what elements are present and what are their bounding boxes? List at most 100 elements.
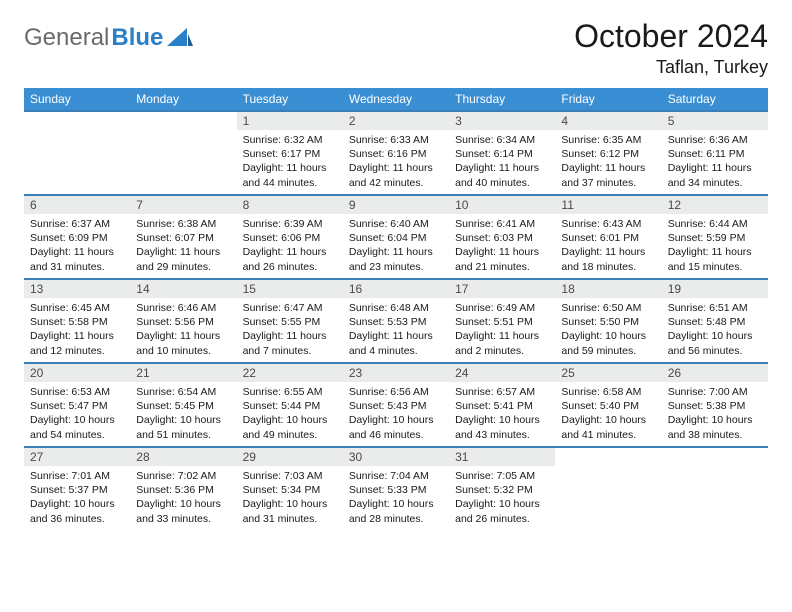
day-details: Sunrise: 6:47 AMSunset: 5:55 PMDaylight:… <box>237 298 343 362</box>
day-number: 6 <box>24 196 130 214</box>
calendar-cell: 24Sunrise: 6:57 AMSunset: 5:41 PMDayligh… <box>449 363 555 447</box>
day-details: Sunrise: 6:41 AMSunset: 6:03 PMDaylight:… <box>449 214 555 278</box>
day-details: Sunrise: 6:45 AMSunset: 5:58 PMDaylight:… <box>24 298 130 362</box>
day-number: 15 <box>237 280 343 298</box>
day-number: 26 <box>662 364 768 382</box>
calendar-cell: 9Sunrise: 6:40 AMSunset: 6:04 PMDaylight… <box>343 195 449 279</box>
day-details: Sunrise: 6:33 AMSunset: 6:16 PMDaylight:… <box>343 130 449 194</box>
calendar-cell: 3Sunrise: 6:34 AMSunset: 6:14 PMDaylight… <box>449 111 555 195</box>
day-details: Sunrise: 7:00 AMSunset: 5:38 PMDaylight:… <box>662 382 768 446</box>
day-number: 11 <box>555 196 661 214</box>
title-block: October 2024 Taflan, Turkey <box>574 18 768 78</box>
day-number: 13 <box>24 280 130 298</box>
day-number: 16 <box>343 280 449 298</box>
calendar-cell: 10Sunrise: 6:41 AMSunset: 6:03 PMDayligh… <box>449 195 555 279</box>
col-wed: Wednesday <box>343 88 449 111</box>
day-details: Sunrise: 6:50 AMSunset: 5:50 PMDaylight:… <box>555 298 661 362</box>
calendar-cell: 13Sunrise: 6:45 AMSunset: 5:58 PMDayligh… <box>24 279 130 363</box>
day-number: 31 <box>449 448 555 466</box>
col-thu: Thursday <box>449 88 555 111</box>
col-sun: Sunday <box>24 88 130 111</box>
calendar-cell: .. <box>24 111 130 195</box>
day-details: Sunrise: 6:38 AMSunset: 6:07 PMDaylight:… <box>130 214 236 278</box>
day-number: 21 <box>130 364 236 382</box>
col-fri: Friday <box>555 88 661 111</box>
day-number: 7 <box>130 196 236 214</box>
day-details: Sunrise: 6:55 AMSunset: 5:44 PMDaylight:… <box>237 382 343 446</box>
logo: GeneralBlue <box>24 18 193 52</box>
day-number: 9 <box>343 196 449 214</box>
calendar-cell: 15Sunrise: 6:47 AMSunset: 5:55 PMDayligh… <box>237 279 343 363</box>
calendar-cell: .. <box>662 447 768 531</box>
day-details: Sunrise: 6:35 AMSunset: 6:12 PMDaylight:… <box>555 130 661 194</box>
day-details: Sunrise: 6:56 AMSunset: 5:43 PMDaylight:… <box>343 382 449 446</box>
day-details: Sunrise: 6:34 AMSunset: 6:14 PMDaylight:… <box>449 130 555 194</box>
day-number: 12 <box>662 196 768 214</box>
logo-text-2: Blue <box>111 24 163 52</box>
calendar-cell: 1Sunrise: 6:32 AMSunset: 6:17 PMDaylight… <box>237 111 343 195</box>
calendar-week-row: 6Sunrise: 6:37 AMSunset: 6:09 PMDaylight… <box>24 195 768 279</box>
day-number: 20 <box>24 364 130 382</box>
day-details: Sunrise: 6:37 AMSunset: 6:09 PMDaylight:… <box>24 214 130 278</box>
day-number: 5 <box>662 112 768 130</box>
calendar-cell: 4Sunrise: 6:35 AMSunset: 6:12 PMDaylight… <box>555 111 661 195</box>
day-details: Sunrise: 6:40 AMSunset: 6:04 PMDaylight:… <box>343 214 449 278</box>
calendar-cell: 31Sunrise: 7:05 AMSunset: 5:32 PMDayligh… <box>449 447 555 531</box>
calendar-cell: 14Sunrise: 6:46 AMSunset: 5:56 PMDayligh… <box>130 279 236 363</box>
day-number: 14 <box>130 280 236 298</box>
header: GeneralBlue October 2024 Taflan, Turkey <box>24 18 768 78</box>
day-details: Sunrise: 6:58 AMSunset: 5:40 PMDaylight:… <box>555 382 661 446</box>
calendar-cell: 7Sunrise: 6:38 AMSunset: 6:07 PMDaylight… <box>130 195 236 279</box>
calendar-cell: 27Sunrise: 7:01 AMSunset: 5:37 PMDayligh… <box>24 447 130 531</box>
day-number: 25 <box>555 364 661 382</box>
logo-sail-icon <box>167 28 193 48</box>
calendar-cell: 19Sunrise: 6:51 AMSunset: 5:48 PMDayligh… <box>662 279 768 363</box>
day-number: 22 <box>237 364 343 382</box>
col-mon: Monday <box>130 88 236 111</box>
calendar-cell: 29Sunrise: 7:03 AMSunset: 5:34 PMDayligh… <box>237 447 343 531</box>
calendar-week-row: ....1Sunrise: 6:32 AMSunset: 6:17 PMDayl… <box>24 111 768 195</box>
day-number: 4 <box>555 112 661 130</box>
calendar-cell: 26Sunrise: 7:00 AMSunset: 5:38 PMDayligh… <box>662 363 768 447</box>
day-number: 27 <box>24 448 130 466</box>
month-title: October 2024 <box>574 18 768 55</box>
calendar-cell: 2Sunrise: 6:33 AMSunset: 6:16 PMDaylight… <box>343 111 449 195</box>
day-details: Sunrise: 7:04 AMSunset: 5:33 PMDaylight:… <box>343 466 449 530</box>
col-tue: Tuesday <box>237 88 343 111</box>
logo-text-1: General <box>24 24 109 52</box>
day-details: Sunrise: 7:05 AMSunset: 5:32 PMDaylight:… <box>449 466 555 530</box>
calendar-cell: .. <box>555 447 661 531</box>
day-details: Sunrise: 6:43 AMSunset: 6:01 PMDaylight:… <box>555 214 661 278</box>
calendar-cell: 17Sunrise: 6:49 AMSunset: 5:51 PMDayligh… <box>449 279 555 363</box>
day-details: Sunrise: 6:48 AMSunset: 5:53 PMDaylight:… <box>343 298 449 362</box>
calendar-cell: 30Sunrise: 7:04 AMSunset: 5:33 PMDayligh… <box>343 447 449 531</box>
calendar-cell: 20Sunrise: 6:53 AMSunset: 5:47 PMDayligh… <box>24 363 130 447</box>
calendar-cell: 25Sunrise: 6:58 AMSunset: 5:40 PMDayligh… <box>555 363 661 447</box>
day-number: 17 <box>449 280 555 298</box>
day-number: 3 <box>449 112 555 130</box>
calendar-cell: 8Sunrise: 6:39 AMSunset: 6:06 PMDaylight… <box>237 195 343 279</box>
day-details: Sunrise: 6:57 AMSunset: 5:41 PMDaylight:… <box>449 382 555 446</box>
calendar-cell: 21Sunrise: 6:54 AMSunset: 5:45 PMDayligh… <box>130 363 236 447</box>
calendar-table: Sunday Monday Tuesday Wednesday Thursday… <box>24 88 768 531</box>
day-details: Sunrise: 7:02 AMSunset: 5:36 PMDaylight:… <box>130 466 236 530</box>
calendar-cell: 23Sunrise: 6:56 AMSunset: 5:43 PMDayligh… <box>343 363 449 447</box>
day-details: Sunrise: 6:39 AMSunset: 6:06 PMDaylight:… <box>237 214 343 278</box>
calendar-cell: .. <box>130 111 236 195</box>
day-details: Sunrise: 6:53 AMSunset: 5:47 PMDaylight:… <box>24 382 130 446</box>
day-details: Sunrise: 6:49 AMSunset: 5:51 PMDaylight:… <box>449 298 555 362</box>
col-sat: Saturday <box>662 88 768 111</box>
day-details: Sunrise: 6:46 AMSunset: 5:56 PMDaylight:… <box>130 298 236 362</box>
calendar-cell: 28Sunrise: 7:02 AMSunset: 5:36 PMDayligh… <box>130 447 236 531</box>
calendar-cell: 6Sunrise: 6:37 AMSunset: 6:09 PMDaylight… <box>24 195 130 279</box>
calendar-week-row: 20Sunrise: 6:53 AMSunset: 5:47 PMDayligh… <box>24 363 768 447</box>
calendar-body: ....1Sunrise: 6:32 AMSunset: 6:17 PMDayl… <box>24 111 768 531</box>
calendar-week-row: 13Sunrise: 6:45 AMSunset: 5:58 PMDayligh… <box>24 279 768 363</box>
calendar-cell: 16Sunrise: 6:48 AMSunset: 5:53 PMDayligh… <box>343 279 449 363</box>
day-details: Sunrise: 6:54 AMSunset: 5:45 PMDaylight:… <box>130 382 236 446</box>
day-number: 24 <box>449 364 555 382</box>
day-details: Sunrise: 6:44 AMSunset: 5:59 PMDaylight:… <box>662 214 768 278</box>
calendar-cell: 22Sunrise: 6:55 AMSunset: 5:44 PMDayligh… <box>237 363 343 447</box>
day-details: Sunrise: 6:36 AMSunset: 6:11 PMDaylight:… <box>662 130 768 194</box>
day-number: 28 <box>130 448 236 466</box>
